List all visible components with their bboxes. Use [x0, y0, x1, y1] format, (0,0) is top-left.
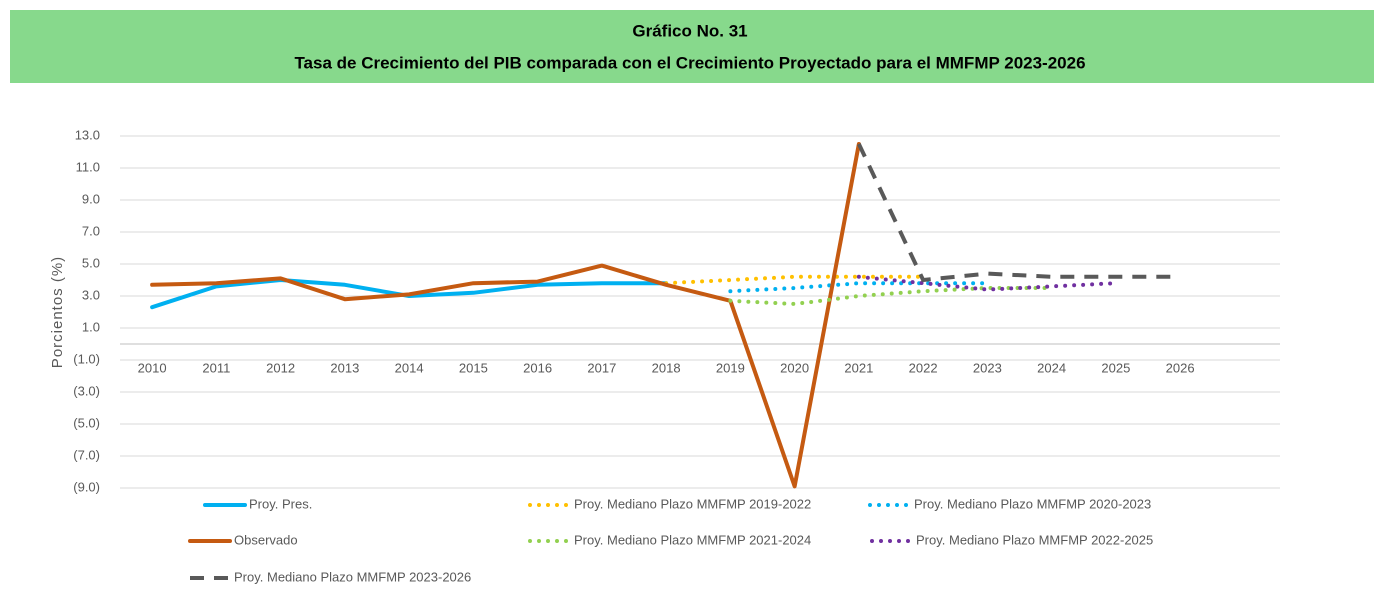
y-tick-label: 13.0 [75, 127, 100, 142]
y-axis-title: Porcientos (%) [49, 256, 66, 368]
legend-label: Proy. Mediano Plazo MMFMP 2023-2026 [234, 569, 471, 584]
x-tick-label: 2015 [459, 360, 488, 375]
y-tick-label: (1.0) [73, 351, 100, 366]
x-tick-label: 2020 [780, 360, 809, 375]
legend-label: Proy. Pres. [249, 496, 312, 511]
y-tick-label: 3.0 [82, 287, 100, 302]
y-tick-label: (5.0) [73, 415, 100, 430]
x-tick-label: 2014 [395, 360, 424, 375]
x-tick-label: 2018 [652, 360, 681, 375]
legend-label: Observado [234, 532, 298, 547]
series-line [856, 274, 1118, 292]
series-line [664, 274, 926, 286]
y-tick-label: (9.0) [73, 479, 100, 494]
y-tick-label: 1.0 [82, 319, 100, 334]
series-line [857, 143, 1181, 283]
x-tick-label: 2021 [844, 360, 873, 375]
y-tick-label: 5.0 [82, 255, 100, 270]
x-tick-label: 2023 [973, 360, 1002, 375]
chart-subtitle: Tasa de Crecimiento del PIB comparada co… [294, 53, 1085, 72]
x-tick-label: 2016 [523, 360, 552, 375]
chart-title: Gráfico No. 31 [632, 21, 747, 40]
legend-label: Proy. Mediano Plazo MMFMP 2022-2025 [916, 532, 1153, 547]
header-band [10, 10, 1374, 83]
series-line [728, 286, 1054, 307]
x-tick-label: 2019 [716, 360, 745, 375]
y-tick-label: (7.0) [73, 447, 100, 462]
x-tick-label: 2010 [138, 360, 167, 375]
series-line [728, 281, 990, 294]
x-tick-label: 2011 [202, 360, 230, 375]
legend-label: Proy. Mediano Plazo MMFMP 2021-2024 [574, 532, 811, 547]
x-tick-label: 2013 [330, 360, 359, 375]
x-tick-label: 2025 [1101, 360, 1130, 375]
y-tick-label: 9.0 [82, 191, 100, 206]
series-line [150, 142, 861, 489]
x-tick-label: 2026 [1166, 360, 1195, 375]
y-tick-label: (3.0) [73, 383, 100, 398]
legend-label: Proy. Mediano Plazo MMFMP 2020-2023 [914, 496, 1151, 511]
x-tick-label: 2017 [587, 360, 616, 375]
x-tick-label: 2022 [909, 360, 938, 375]
x-tick-label: 2024 [1037, 360, 1066, 375]
x-tick-label: 2012 [266, 360, 295, 375]
y-tick-label: 11.0 [76, 159, 100, 174]
legend-label: Proy. Mediano Plazo MMFMP 2019-2022 [574, 496, 811, 511]
y-tick-label: 7.0 [82, 223, 100, 238]
